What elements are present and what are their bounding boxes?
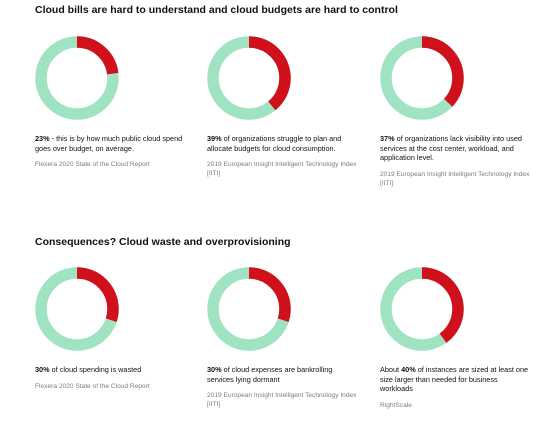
donut-chart: [380, 36, 464, 120]
stat-source: Flexera 2020 State of the Cloud Report: [35, 161, 150, 169]
stat-percent: 39%: [207, 134, 222, 143]
stat-description: 30% of cloud spending is wasted: [35, 365, 185, 375]
stat-card: 30% of cloud expenses are bankrolling se…: [207, 267, 357, 409]
stat-source: RightScale: [380, 401, 412, 409]
donut-chart: [35, 267, 119, 351]
stat-prefix: About: [380, 365, 402, 374]
stat-text: of cloud spending is wasted: [49, 365, 142, 374]
stat-source: 2019 European Insight Intelligent Techno…: [207, 161, 357, 178]
stat-text: of organizations lack visibility into us…: [380, 134, 522, 163]
donut-highlight-slice: [35, 36, 119, 120]
stat-percent: 40%: [401, 365, 416, 374]
section-title: Cloud bills are hard to understand and c…: [35, 4, 398, 16]
stat-source: 2019 European Insight Intelligent Techno…: [207, 392, 357, 409]
donut-chart: [207, 267, 291, 351]
donut-highlight-slice: [380, 267, 464, 351]
stat-text: of organizations struggle to plan and al…: [207, 134, 342, 153]
donut-highlight-slice: [207, 36, 291, 120]
stat-text: of cloud expenses are bankrolling servic…: [207, 365, 333, 384]
stat-percent: 37%: [380, 134, 395, 143]
stat-description: 39% of organizations struggle to plan an…: [207, 134, 357, 153]
stat-card: 39% of organizations struggle to plan an…: [207, 36, 357, 178]
stat-description: About 40% of instances are sized at leas…: [380, 365, 530, 394]
stat-card: 37% of organizations lack visibility int…: [380, 36, 530, 188]
donut-highlight-slice: [207, 267, 291, 351]
section-title: Consequences? Cloud waste and overprovis…: [35, 236, 291, 248]
stat-text: of instances are sized at least one size…: [380, 365, 529, 394]
donut-highlight-slice: [35, 267, 119, 351]
stat-source: 2019 European Insight Intelligent Techno…: [380, 170, 530, 187]
stat-percent: 23%: [35, 134, 50, 143]
stat-card: 23% - this is by how much public cloud s…: [35, 36, 185, 169]
donut-chart: [207, 36, 291, 120]
stat-percent: 30%: [35, 365, 50, 374]
stat-description: 23% - this is by how much public cloud s…: [35, 134, 185, 153]
stat-text: - this is by how much public cloud spend…: [35, 134, 183, 153]
donut-chart: [35, 36, 119, 120]
donut-highlight-slice: [380, 36, 464, 120]
stat-card: 30% of cloud spending is wasted Flexera …: [35, 267, 185, 391]
donut-chart: [380, 267, 464, 351]
stat-description: 30% of cloud expenses are bankrolling se…: [207, 365, 357, 384]
stat-description: 37% of organizations lack visibility int…: [380, 134, 530, 163]
stat-card: About 40% of instances are sized at leas…: [380, 267, 530, 410]
stat-source: Flexera 2020 State of the Cloud Report: [35, 382, 150, 390]
stat-percent: 30%: [207, 365, 222, 374]
